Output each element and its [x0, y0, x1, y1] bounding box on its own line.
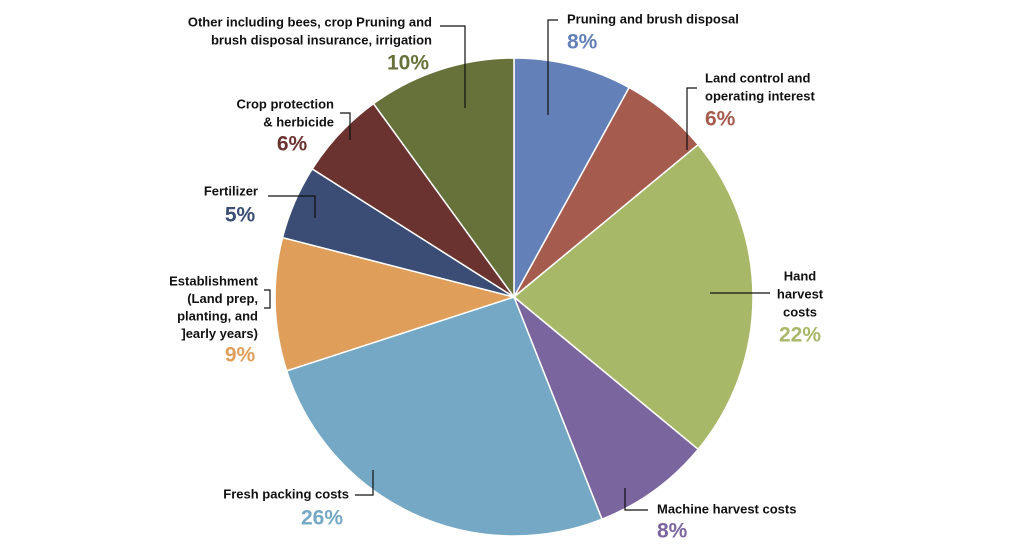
slice-label: planting, and [177, 308, 258, 323]
leader-line [624, 488, 648, 511]
leader-line [268, 195, 316, 218]
slice-label: Machine harvest costs [657, 501, 796, 516]
pie-slice [512, 143, 754, 451]
slice-label: brush disposal insurance, irrigation [211, 32, 432, 47]
value-label: 22% [779, 324, 821, 347]
slice-label: operating interest [705, 88, 815, 103]
leader-line [340, 112, 351, 140]
slice-label: Pruning and brush disposal [567, 11, 739, 26]
slice-label: & herbicide [263, 114, 334, 129]
leader-line [686, 87, 697, 150]
pie-slice [285, 296, 603, 537]
pie-slice [274, 236, 517, 372]
value-label: 8% [657, 520, 688, 543]
value-label: 5% [225, 204, 256, 227]
value-label: 9% [225, 344, 256, 367]
pie-slice [513, 296, 700, 521]
slice-label: Fertilizer [204, 183, 258, 198]
slice-label: ]early years) [181, 326, 258, 341]
value-label: 8% [567, 31, 598, 54]
leader-line [547, 19, 558, 115]
leader-line [355, 470, 374, 496]
slice-label: Land control and [705, 70, 811, 85]
slice-label: costs [783, 304, 817, 319]
slice-label: (Land prep, [187, 291, 258, 306]
slice-label: harvest [777, 286, 824, 301]
leader-line [264, 289, 271, 309]
pie-slice [513, 57, 631, 298]
slice-label: Crop protection [237, 96, 335, 111]
slice-label: Establishment [169, 273, 259, 288]
value-label: 6% [705, 108, 736, 131]
value-label: 26% [301, 507, 343, 530]
value-label: 6% [277, 133, 308, 156]
leader-line [440, 25, 466, 108]
pie-slice [372, 57, 515, 300]
slice-label: Hand [784, 268, 817, 283]
value-label: 10% [387, 52, 429, 75]
slice-label: Fresh packing costs [223, 486, 349, 501]
slice-label: Other including bees, crop Pruning and [188, 14, 432, 29]
